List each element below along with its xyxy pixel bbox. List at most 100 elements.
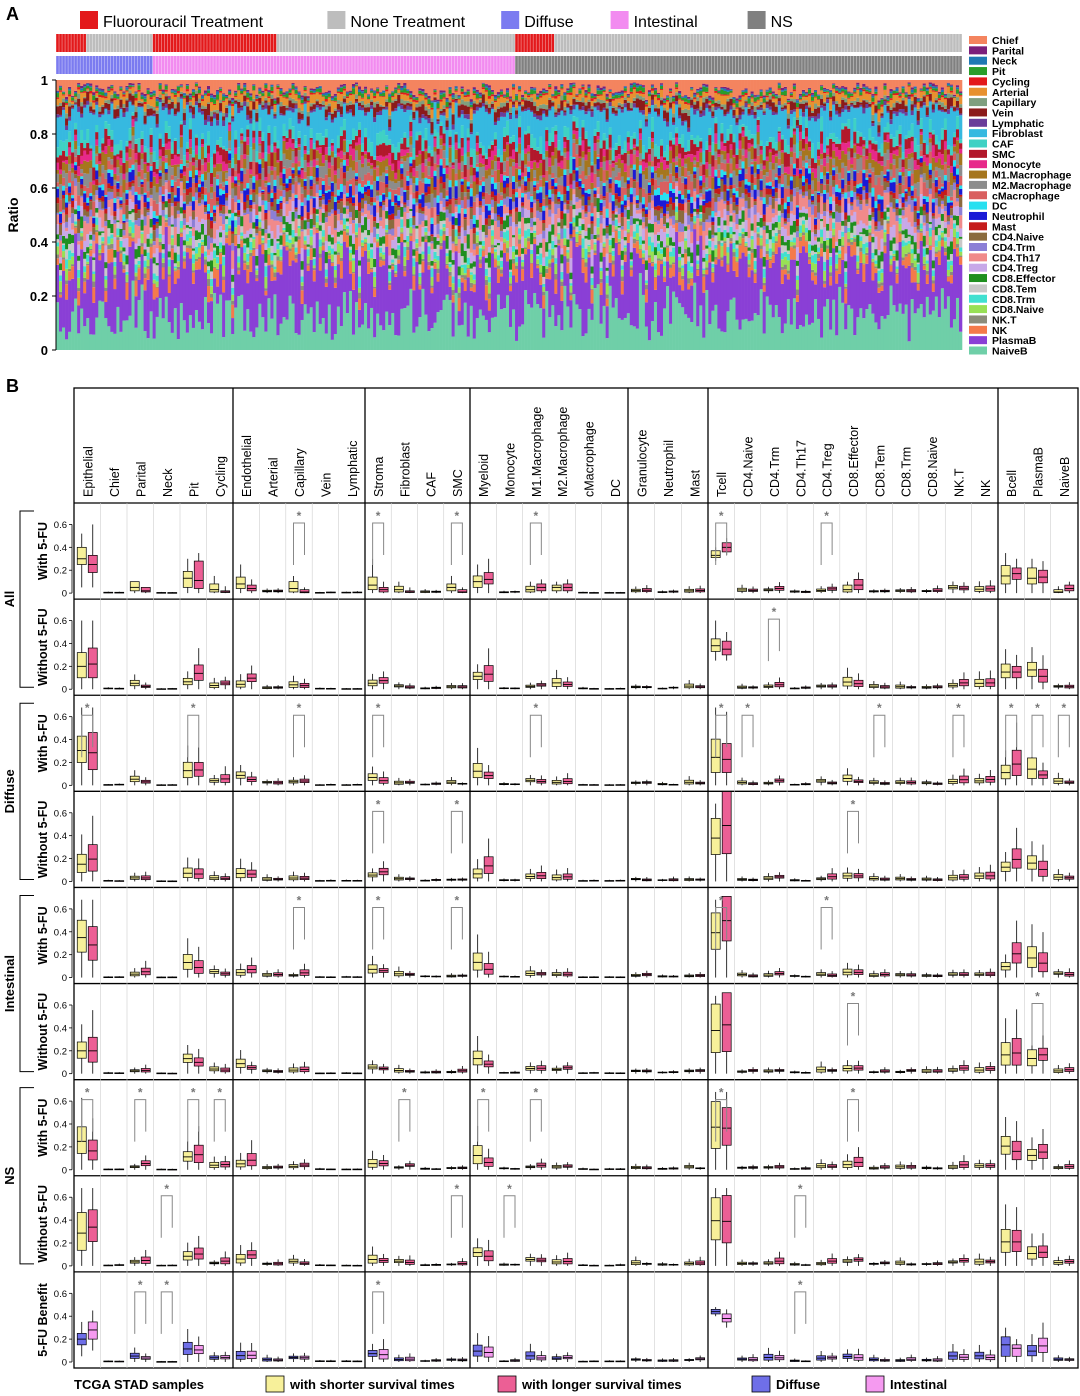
bar-segment-CD8.Trm xyxy=(119,240,123,248)
bar-segment-CD4.Trm xyxy=(285,201,289,204)
bar-segment-Vein xyxy=(140,103,144,107)
bar-segment-PlasmaB xyxy=(194,269,199,311)
bar-segment-Neck xyxy=(222,94,226,97)
bar-segment-CD8.Naive xyxy=(279,256,283,261)
bar-segment-Neck xyxy=(409,93,413,95)
bar-segment-cMacrophage xyxy=(499,195,504,201)
bar-segment-Vein xyxy=(427,114,431,119)
bar-segment-CD4.Trm xyxy=(261,200,265,206)
bar-segment-CD4.Th17 xyxy=(68,204,72,218)
bar-segment-NaiveB xyxy=(478,309,483,350)
bar-segment-CD4.Th17 xyxy=(409,185,413,195)
bar-segment-CD4.Treg xyxy=(231,268,235,275)
bar-segment-DC xyxy=(502,175,507,181)
bar-segment-Neck xyxy=(185,84,190,86)
bar-segment-Parital xyxy=(421,88,425,92)
bar-segment-M2.Macrophage xyxy=(403,161,407,177)
bar-segment-Chief xyxy=(62,80,66,92)
bar-segment-CAF xyxy=(252,120,256,131)
bar-segment-Pit xyxy=(207,90,211,94)
bar-segment-NK xyxy=(376,242,380,248)
bar-segment-CD4.Trm xyxy=(436,223,440,235)
bar-segment-Cycling xyxy=(373,95,377,99)
bar-segment-Lymphatic xyxy=(409,106,413,110)
bar-segment-NaiveB xyxy=(219,294,223,350)
bar-segment-NK.T xyxy=(400,232,404,234)
bar-segment-Lymphatic xyxy=(149,115,153,117)
bar-segment-Vein xyxy=(128,93,132,101)
bar-segment-CD8.Tem xyxy=(385,218,389,225)
bar-segment-NK xyxy=(194,261,199,270)
bar-segment-cMacrophage xyxy=(261,180,265,190)
bar-segment-Cycling xyxy=(216,99,220,101)
bar-segment-Neutrophil xyxy=(430,223,434,235)
bar-segment-Neck xyxy=(243,84,247,88)
bar-segment-CAF xyxy=(397,142,401,153)
bar-segment-Fibroblast xyxy=(188,112,193,119)
bar-segment-CD8.Trm xyxy=(71,252,75,257)
bar-segment-CD8.Trm xyxy=(294,247,298,253)
bar-segment-CD4.Treg xyxy=(173,245,178,253)
bar-segment-CD4.Treg xyxy=(56,224,60,235)
bar-segment-CD8.Effector xyxy=(333,251,338,255)
bar-segment-Fibroblast xyxy=(493,125,498,133)
bar-segment-SMC xyxy=(391,152,395,164)
bar-segment-Pit xyxy=(252,85,256,91)
bar-segment-Parital xyxy=(312,88,317,91)
bar-segment-Neutrophil xyxy=(351,197,356,204)
bar-segment-PlasmaB xyxy=(252,255,256,338)
bar-segment-CD8.Tem xyxy=(466,248,471,258)
bar-segment-Cycling xyxy=(119,90,123,92)
bar-segment-CD8.Trm xyxy=(258,219,262,222)
bar-segment-Vein xyxy=(182,113,187,121)
bar-segment-CD8.Effector xyxy=(173,252,178,264)
bar-segment-Capillary xyxy=(110,94,114,99)
bar-segment-Chief xyxy=(306,80,310,97)
bar-segment-Chief xyxy=(481,80,486,83)
bar-segment-NK.T xyxy=(71,264,75,267)
bar-segment-CD4.Treg xyxy=(59,257,63,264)
bar-segment-NK xyxy=(264,290,268,296)
bar-segment-M1.Macrophage xyxy=(74,140,78,150)
bar-segment-Capillary xyxy=(297,107,301,113)
bar-segment-Lymphatic xyxy=(216,120,220,126)
bar-segment-Cycling xyxy=(134,97,138,101)
bar-segment-CAF xyxy=(318,133,323,146)
bar-segment-Mast xyxy=(140,184,144,188)
bar-segment-NK xyxy=(285,246,289,251)
bar-segment-CD4.Th17 xyxy=(110,198,114,216)
bar-segment-Cycling xyxy=(442,97,446,99)
bar-segment-M1.Macrophage xyxy=(442,145,446,151)
bar-segment-Mast xyxy=(86,205,90,212)
bar-segment-CD4.Th17 xyxy=(300,231,304,248)
bar-segment-DC xyxy=(101,184,105,191)
bar-segment-CD4.Th17 xyxy=(475,197,480,208)
bar-segment-Cycling xyxy=(86,88,90,90)
bar-segment-DC xyxy=(210,212,214,218)
bar-segment-CD4.Th17 xyxy=(185,206,190,223)
bar-segment-DC xyxy=(176,186,181,188)
bar-segment-CD4.Treg xyxy=(270,231,274,239)
bar-segment-Parital xyxy=(358,86,362,90)
bar-segment-CAF xyxy=(122,150,126,163)
bar-segment-Fibroblast xyxy=(361,110,365,144)
bar-segment-CD8.Effector xyxy=(466,234,471,249)
bar-segment-NK.T xyxy=(430,285,434,288)
bar-segment-NK.T xyxy=(170,245,175,249)
bar-segment-Cycling xyxy=(451,99,455,103)
bar-segment-NaiveB xyxy=(234,307,238,350)
bar-segment-Arterial xyxy=(164,91,169,94)
bar-segment-Monocyte xyxy=(445,167,449,175)
bar-segment-PlasmaB xyxy=(188,258,193,316)
bar-segment-Arterial xyxy=(167,100,172,103)
bar-segment-Parital xyxy=(451,93,455,95)
bar-segment-CD4.Naive xyxy=(466,192,471,200)
bar-segment-Pit xyxy=(400,90,404,93)
bar-segment-CAF xyxy=(216,140,220,145)
bar-segment-Vein xyxy=(188,105,193,109)
bar-segment-Mast xyxy=(288,183,292,191)
bar-segment-CD4.Treg xyxy=(312,234,317,249)
bar-segment-Monocyte xyxy=(315,147,320,151)
bar-segment-cMacrophage xyxy=(487,194,492,205)
